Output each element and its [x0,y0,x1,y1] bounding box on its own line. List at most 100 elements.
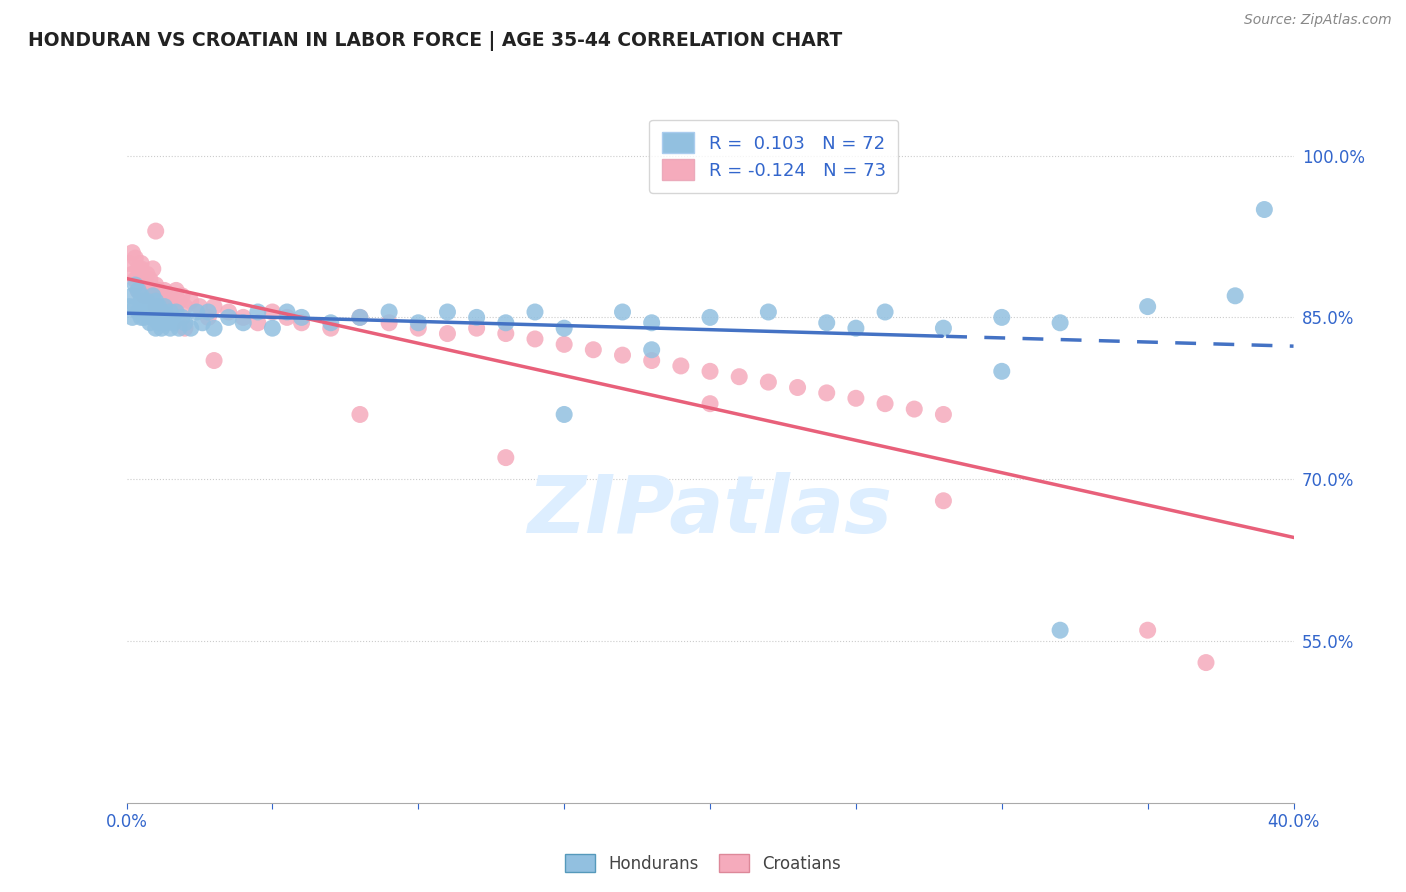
Point [408,316,430,330]
Point [246,316,269,330]
Point [553,337,575,351]
Text: ZIPatlas: ZIPatlas [527,472,893,549]
Point [121,267,143,281]
Point [349,310,371,325]
Point [186,305,208,319]
Point [218,305,240,319]
Point [465,321,488,335]
Point [1195,656,1218,670]
Point [786,380,808,394]
Point [124,272,146,286]
Point [319,321,342,335]
Point [121,289,143,303]
Point [153,316,176,330]
Point [728,369,751,384]
Point [262,305,284,319]
Point [990,310,1012,325]
Point [553,408,575,422]
Point [174,316,197,330]
Point [142,310,165,325]
Point [188,300,211,314]
Point [378,305,401,319]
Point [159,289,181,303]
Legend: R =  0.103   N = 72, R = -0.124   N = 73: R = 0.103 N = 72, R = -0.124 N = 73 [650,120,898,193]
Point [232,310,254,325]
Point [145,289,167,303]
Point [129,294,152,309]
Point [349,310,371,325]
Point [129,310,152,325]
Point [145,300,167,314]
Point [148,316,170,330]
Point [159,305,181,319]
Point [1223,289,1246,303]
Point [136,267,159,281]
Point [197,310,219,325]
Point [553,321,575,335]
Point [148,300,170,314]
Point [1253,202,1275,217]
Point [276,310,298,325]
Point [148,284,170,298]
Point [524,332,547,346]
Point [153,284,176,298]
Point [524,305,547,319]
Point [132,310,155,325]
Point [408,321,430,335]
Point [136,305,159,319]
Point [145,224,167,238]
Point [132,289,155,303]
Point [142,289,165,303]
Point [845,321,868,335]
Point [276,305,298,319]
Point [129,278,152,293]
Point [162,300,184,314]
Point [290,316,312,330]
Point [139,316,162,330]
Point [640,343,664,357]
Point [139,289,162,303]
Point [290,310,312,325]
Point [218,310,240,325]
Point [127,261,149,276]
Point [150,305,173,319]
Point [756,305,779,319]
Point [145,278,167,293]
Point [612,305,634,319]
Point [875,397,897,411]
Point [170,289,193,303]
Point [124,251,146,265]
Point [124,300,146,314]
Point [124,278,146,293]
Point [582,343,605,357]
Point [132,272,155,286]
Point [156,294,179,309]
Legend: Hondurans, Croatians: Hondurans, Croatians [558,847,848,880]
Point [167,294,190,309]
Text: Source: ZipAtlas.com: Source: ZipAtlas.com [1244,13,1392,28]
Point [202,321,225,335]
Point [612,348,634,362]
Point [180,294,202,309]
Point [129,256,152,270]
Point [699,364,721,378]
Point [156,310,179,325]
Point [699,397,721,411]
Point [1049,316,1071,330]
Point [349,408,371,422]
Point [845,392,868,406]
Point [436,326,458,341]
Point [139,272,162,286]
Point [436,305,458,319]
Point [191,316,214,330]
Point [150,321,173,335]
Point [129,289,152,303]
Point [262,321,284,335]
Point [145,305,167,319]
Point [932,321,955,335]
Point [932,408,955,422]
Point [1136,300,1159,314]
Point [465,310,488,325]
Point [495,326,517,341]
Point [699,310,721,325]
